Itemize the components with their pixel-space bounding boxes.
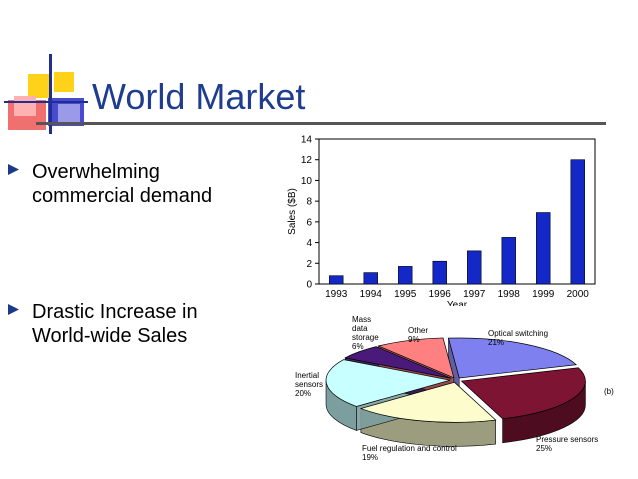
x-tick-label: 1994 [360, 289, 383, 300]
y-tick-label: 8 [306, 197, 312, 208]
bullet-arrow-icon [8, 164, 19, 175]
y-axis-label: Sales ($B) [287, 188, 298, 235]
bar [536, 212, 551, 285]
pie-slice-label: Inertial sensors 20% [295, 371, 323, 398]
bullet-text: Drastic Increase in World-wide Sales [32, 301, 198, 347]
x-tick-label: 1997 [463, 289, 486, 300]
x-tick-label: 1995 [394, 289, 417, 300]
pie-slice [325, 359, 451, 407]
slide-logo-decoration [4, 54, 88, 134]
pie-slice-label: Optical switching 21% [488, 329, 548, 347]
bar [570, 159, 585, 285]
y-tick-label: 10 [301, 176, 313, 187]
sales-bar-chart: 0 2 4 6 8 10 12 14 1993 1994 1995 1996 1997 1998 1999 2… [287, 135, 596, 306]
bar [467, 250, 482, 285]
pie-slice [460, 367, 586, 420]
y-tick-label: 2 [306, 259, 312, 270]
pie-slice [344, 346, 452, 379]
x-tick-label: 1993 [325, 289, 348, 300]
y-tick-label: 6 [306, 217, 312, 228]
x-axis-label: Year [447, 300, 468, 306]
slide-title: World Market [92, 76, 306, 117]
bar [398, 266, 413, 285]
title-divider [36, 122, 606, 125]
plot-frame [318, 138, 596, 285]
x-tick-label: 1998 [498, 289, 521, 300]
x-tick-label: 1999 [532, 289, 555, 300]
y-tick-label: 4 [306, 238, 312, 249]
bullet-demand: Overwhelming commercial demand [8, 160, 258, 208]
bar [329, 275, 344, 285]
bar [432, 260, 447, 285]
bar [501, 237, 516, 285]
pie-corner-label: (b) [604, 387, 614, 396]
bullet-sales: Drastic Increase in World-wide Sales [8, 300, 258, 348]
bar [363, 272, 378, 285]
market-segment-pie-chart: Optical switching 21% Pressure sensors 25% F… [295, 315, 614, 462]
pie-slice [359, 381, 497, 423]
pie-slice-label: Mass data storage 6% [352, 315, 379, 351]
y-tick-label: 0 [306, 280, 312, 291]
x-tick-label: 1996 [429, 289, 452, 300]
x-tick-label: 2000 [567, 289, 590, 300]
y-tick-label: 12 [301, 155, 313, 166]
bullet-text: Overwhelming commercial demand [32, 161, 213, 207]
bullet-arrow-icon [8, 304, 19, 315]
pie-slice-label: Pressure sensors 25% [536, 435, 598, 453]
pie-slice-label: Fuel regulation and control 19% [362, 444, 457, 462]
pie-slice [377, 337, 455, 379]
y-tick-label: 14 [301, 135, 313, 146]
pie-slice [447, 337, 578, 379]
pie-slice-label: Other 9% [408, 326, 428, 344]
